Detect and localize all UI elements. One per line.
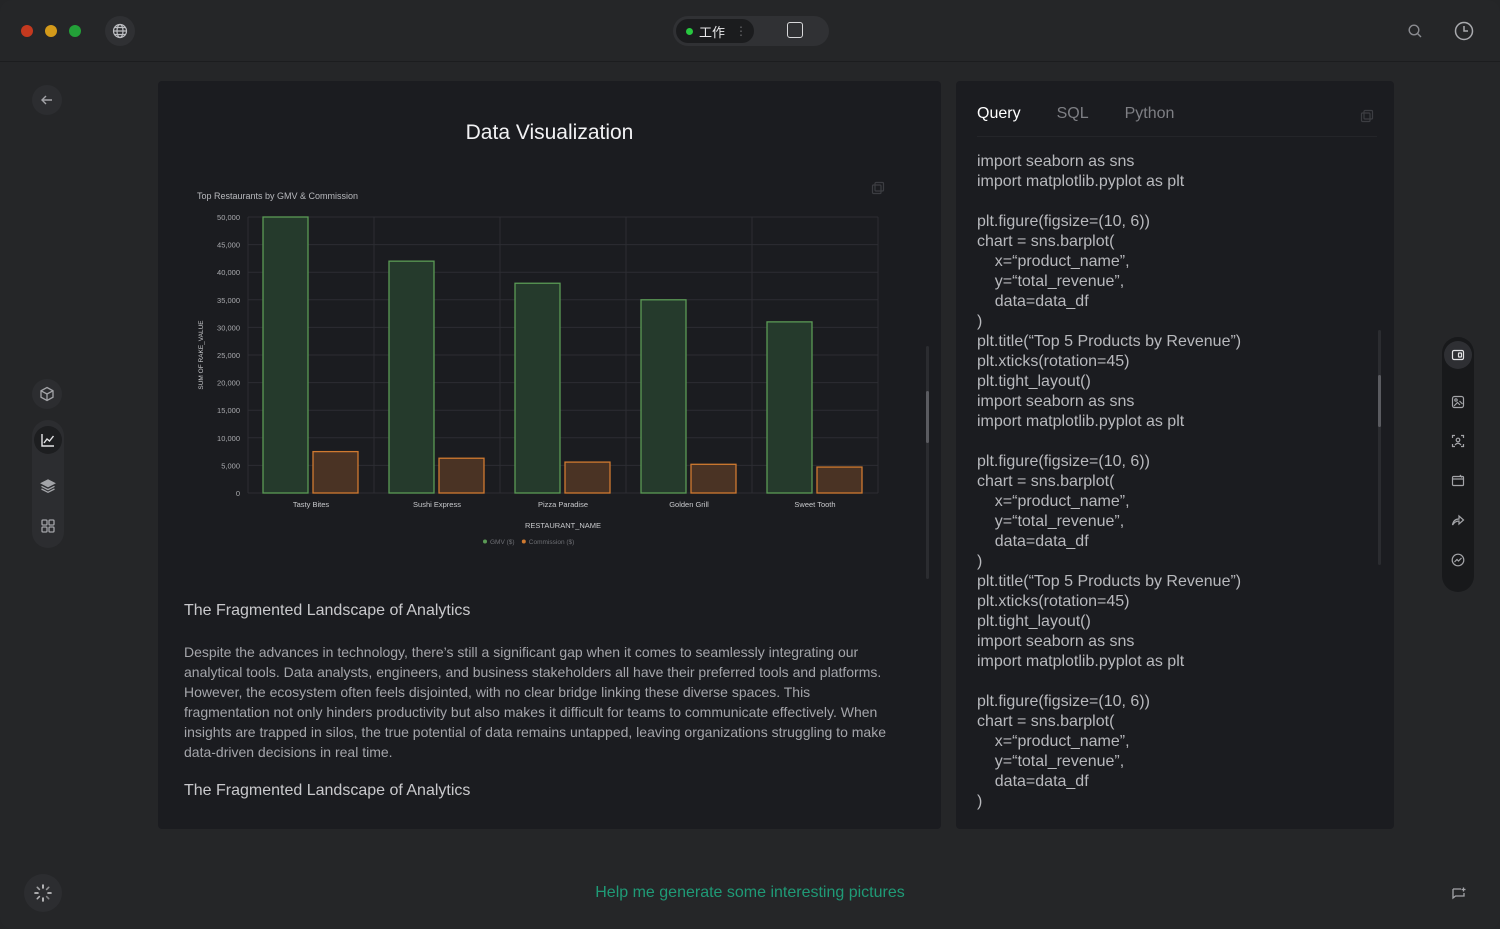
x-tick-label: Golden Grill [669, 500, 709, 509]
page-title: Data Visualization [465, 121, 634, 144]
code-scrollbar-thumb[interactable] [1378, 375, 1381, 427]
globe-icon [112, 23, 128, 39]
toolbar-face-scan-button[interactable] [1444, 427, 1472, 455]
x-tick-label: Pizza Paradise [538, 500, 588, 509]
loading-button[interactable] [24, 874, 62, 912]
line-chart-icon [41, 434, 55, 447]
y-tick-label: 50,000 [217, 213, 240, 222]
bar-gmv [388, 260, 435, 494]
left-toolbar [32, 420, 64, 548]
copy-code-icon[interactable] [1360, 109, 1374, 123]
toolbar-panel-button[interactable] [1444, 341, 1472, 369]
x-tick-label: Tasty Bites [293, 500, 330, 509]
trend-icon [1451, 553, 1465, 567]
sidebar-item-cube[interactable] [32, 379, 62, 409]
search-icon [1408, 24, 1422, 38]
clock-icon [1454, 21, 1474, 41]
y-tick-label: 35,000 [217, 296, 240, 305]
legend-label: Commission ($) [529, 539, 575, 546]
spinner-icon [34, 884, 52, 902]
tab-query[interactable]: Query [977, 105, 1021, 122]
bar-gmv [766, 321, 813, 494]
share-icon [1451, 514, 1465, 526]
code-panel: Query SQL Python import seaborn as sns i… [956, 81, 1394, 829]
browser-icon [1451, 474, 1465, 487]
y-tick-label: 10,000 [217, 434, 240, 443]
section-heading: The Fragmented Landscape of Analytics [184, 602, 471, 619]
body-paragraph: Despite the advances in technology, ther… [184, 644, 886, 760]
y-axis-label: SUM OF RAKE_VALUE [198, 320, 205, 390]
tab-python[interactable]: Python [1124, 105, 1175, 122]
toolbar-image-edit-button[interactable] [1444, 388, 1472, 416]
viz-scrollbar-thumb[interactable] [926, 391, 929, 443]
tab-divider [977, 136, 1377, 137]
code-tabs: Query SQL Python [977, 105, 1210, 125]
close-window-button[interactable] [21, 25, 33, 37]
mode-switcher: 工作 ⋮ [673, 16, 829, 46]
y-tick-label: 5,000 [221, 461, 240, 470]
sidebar-item-chart[interactable] [34, 426, 62, 454]
code-block[interactable]: import seaborn as sns import matplotlib.… [977, 153, 1242, 810]
legend-label: GMV ($) [490, 539, 515, 546]
bar-chart: Top Restaurants by GMV & Commission 0 5,00… [197, 191, 879, 546]
visualization-panel: Data Visualization Top Restaurants by GM… [158, 81, 941, 829]
legend-marker [483, 539, 487, 544]
chart-title: Top Restaurants by GMV & Commission [197, 191, 358, 201]
bar-commission [690, 463, 737, 494]
minimize-window-button[interactable] [45, 25, 57, 37]
sidebar-item-grid[interactable] [34, 512, 62, 540]
x-tick-label: Sweet Tooth [794, 500, 835, 509]
tab-sql[interactable]: SQL [1056, 105, 1089, 122]
more-dots-icon: ⋮ [735, 24, 747, 38]
sidebar-item-layers[interactable] [34, 472, 62, 500]
maximize-window-button[interactable] [69, 25, 81, 37]
right-toolbar [1442, 337, 1474, 592]
y-tick-label: 45,000 [217, 241, 240, 250]
face-scan-icon [1451, 434, 1465, 448]
section-heading: The Fragmented Landscape of Analytics [184, 782, 471, 799]
bar-gmv [640, 299, 687, 494]
y-tick-label: 0 [236, 489, 240, 498]
bar-commission [564, 461, 611, 494]
bar-commission [438, 457, 485, 494]
globe-button[interactable] [105, 16, 135, 46]
toolbar-browser-button[interactable] [1444, 467, 1472, 495]
y-tick-label: 25,000 [217, 351, 240, 360]
square-icon[interactable] [787, 22, 803, 38]
history-button[interactable] [1453, 20, 1475, 42]
feedback-button[interactable] [1447, 882, 1471, 906]
toolbar-trend-button[interactable] [1444, 546, 1472, 574]
bar-commission [312, 450, 359, 494]
toolbar-share-button[interactable] [1444, 506, 1472, 534]
viz-scrollbar[interactable] [926, 346, 929, 579]
grid-icon [41, 519, 55, 533]
y-tick-label: 40,000 [217, 268, 240, 277]
back-button[interactable] [32, 85, 62, 115]
message-edit-icon [1452, 887, 1466, 900]
legend-marker [521, 539, 526, 544]
search-button[interactable] [1404, 20, 1426, 42]
arrow-left-icon [41, 95, 52, 105]
layers-icon [40, 479, 56, 494]
image-edit-icon [1451, 395, 1465, 409]
x-tick-label: Sushi Express [413, 500, 461, 509]
y-tick-label: 30,000 [217, 323, 240, 332]
x-axis-label: RESTAURANT_NAME [525, 521, 601, 530]
y-tick-label: 20,000 [217, 379, 240, 388]
bar-gmv [262, 216, 309, 494]
code-scrollbar[interactable] [1378, 330, 1381, 565]
mode-label: 工作 [699, 24, 726, 40]
cube-icon [40, 386, 54, 402]
title-bar: 工作 ⋮ [0, 0, 1500, 62]
y-tick-label: 15,000 [217, 406, 240, 415]
prompt-suggestion[interactable]: Help me generate some interesting pictur… [595, 884, 905, 901]
bar-commission [816, 466, 863, 494]
status-dot [686, 27, 693, 35]
bar-gmv [514, 282, 561, 494]
panel-icon [1451, 349, 1465, 361]
mode-work-button[interactable]: 工作 ⋮ [676, 19, 754, 43]
copy-icon[interactable] [871, 181, 885, 195]
